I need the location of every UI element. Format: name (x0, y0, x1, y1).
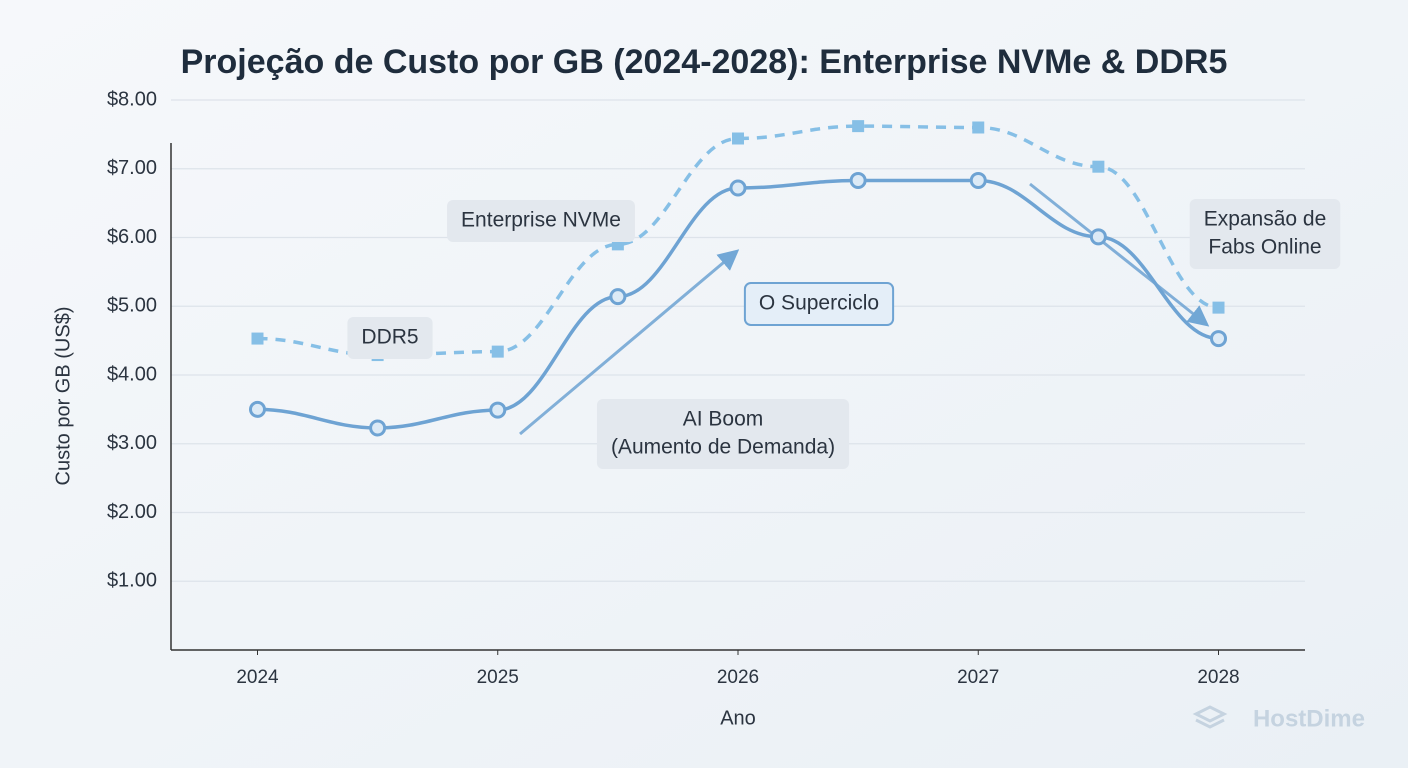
y-tick-label: $1.00 (107, 570, 157, 592)
data-point (972, 121, 985, 134)
series-label-text: Enterprise NVMe (461, 209, 621, 232)
data-point (369, 419, 387, 437)
annotation: O Superciclo (743, 282, 895, 326)
annotation-box (743, 282, 895, 326)
annotation-text: Expansão de (1204, 208, 1327, 231)
data-point (251, 332, 264, 345)
x-axis-label: Ano (720, 707, 756, 729)
data-point (1092, 160, 1105, 173)
annotation-box (1189, 199, 1341, 269)
data-point (849, 171, 867, 189)
x-tick-label: 2025 (477, 667, 519, 688)
y-tick-label: $4.00 (107, 363, 157, 385)
y-tick-label: $7.00 (107, 157, 157, 179)
annotation: Expansão de Fabs Online (1189, 199, 1341, 269)
y-tick-label: $2.00 (107, 501, 157, 523)
y-tick-label: $5.00 (107, 295, 157, 317)
series-label: Enterprise NVMe (447, 200, 635, 242)
annotation-text: (Aumento de Demanda) (611, 436, 835, 459)
data-point (1089, 228, 1107, 246)
annotation-text: O Superciclo (759, 292, 879, 315)
chart-title: Projeção de Custo por GB (2024-2028): En… (181, 43, 1228, 81)
data-point (852, 120, 865, 133)
annotation-text: Fabs Online (1208, 236, 1321, 259)
annotation: AI Boom (Aumento de Demanda) (596, 399, 850, 469)
series-label-box (347, 317, 433, 359)
watermark: HostDime (1253, 705, 1365, 732)
arrow (1029, 182, 1210, 327)
data-point (248, 400, 266, 418)
y-tick-label: $3.00 (107, 432, 157, 454)
annotation-box (596, 399, 850, 469)
watermark-logo (1192, 705, 1228, 729)
data-point (491, 345, 504, 358)
series-label-box (447, 200, 635, 242)
series-label-text: DDR5 (361, 326, 418, 349)
arrow (519, 249, 740, 436)
data-point (729, 179, 747, 197)
x-tick-label: 2024 (236, 667, 279, 688)
data-point (969, 171, 987, 189)
x-tick-label: 2027 (957, 667, 999, 688)
y-tick-label: $8.00 (107, 88, 157, 110)
annotation-text: AI Boom (683, 408, 764, 431)
data-point (1212, 301, 1225, 314)
data-point (1210, 330, 1228, 348)
x-tick-label: 2028 (1197, 667, 1239, 688)
data-point (732, 132, 744, 145)
data-point (609, 288, 627, 306)
data-point (489, 401, 507, 419)
x-tick-label: 2026 (717, 667, 759, 688)
y-tick-label: $6.00 (107, 226, 157, 248)
series-label: DDR5 (347, 317, 433, 359)
y-axis-label: Custo por GB (US$) (52, 307, 74, 486)
